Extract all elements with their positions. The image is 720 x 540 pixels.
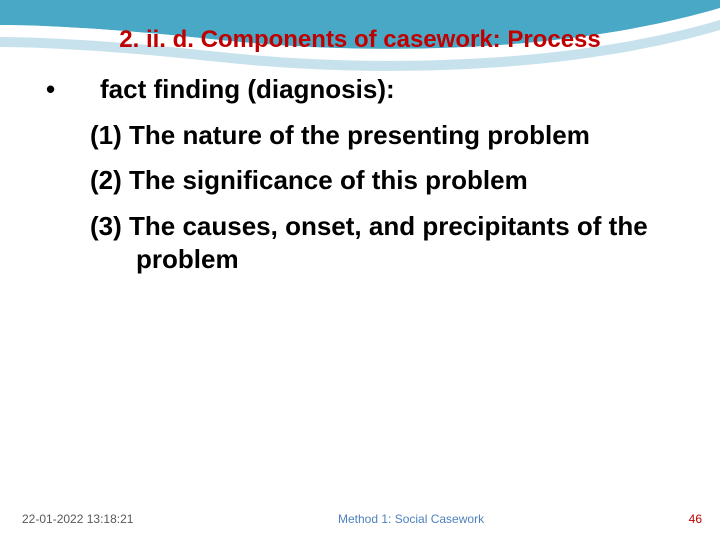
list-item: (1) The nature of the presenting problem [90,119,666,152]
bullet-row: • fact finding (diagnosis): [46,74,686,105]
list-item: (3) The causes, onset, and precipitants … [90,210,666,277]
slide-title: 2. ii. d. Components of casework: Proces… [0,26,720,54]
bullet-text: fact finding (diagnosis): [100,74,395,105]
slide-body: • fact finding (diagnosis): (1) The natu… [46,74,686,288]
bullet-marker: • [46,74,100,105]
footer: 22-01-2022 13:18:21 Method 1: Social Cas… [0,512,720,526]
list-item: (2) The significance of this problem [90,164,666,197]
footer-center: Method 1: Social Casework [338,512,484,526]
footer-timestamp: 22-01-2022 13:18:21 [22,512,133,526]
slide: 2. ii. d. Components of casework: Proces… [0,0,720,540]
footer-page: 46 [689,512,702,526]
